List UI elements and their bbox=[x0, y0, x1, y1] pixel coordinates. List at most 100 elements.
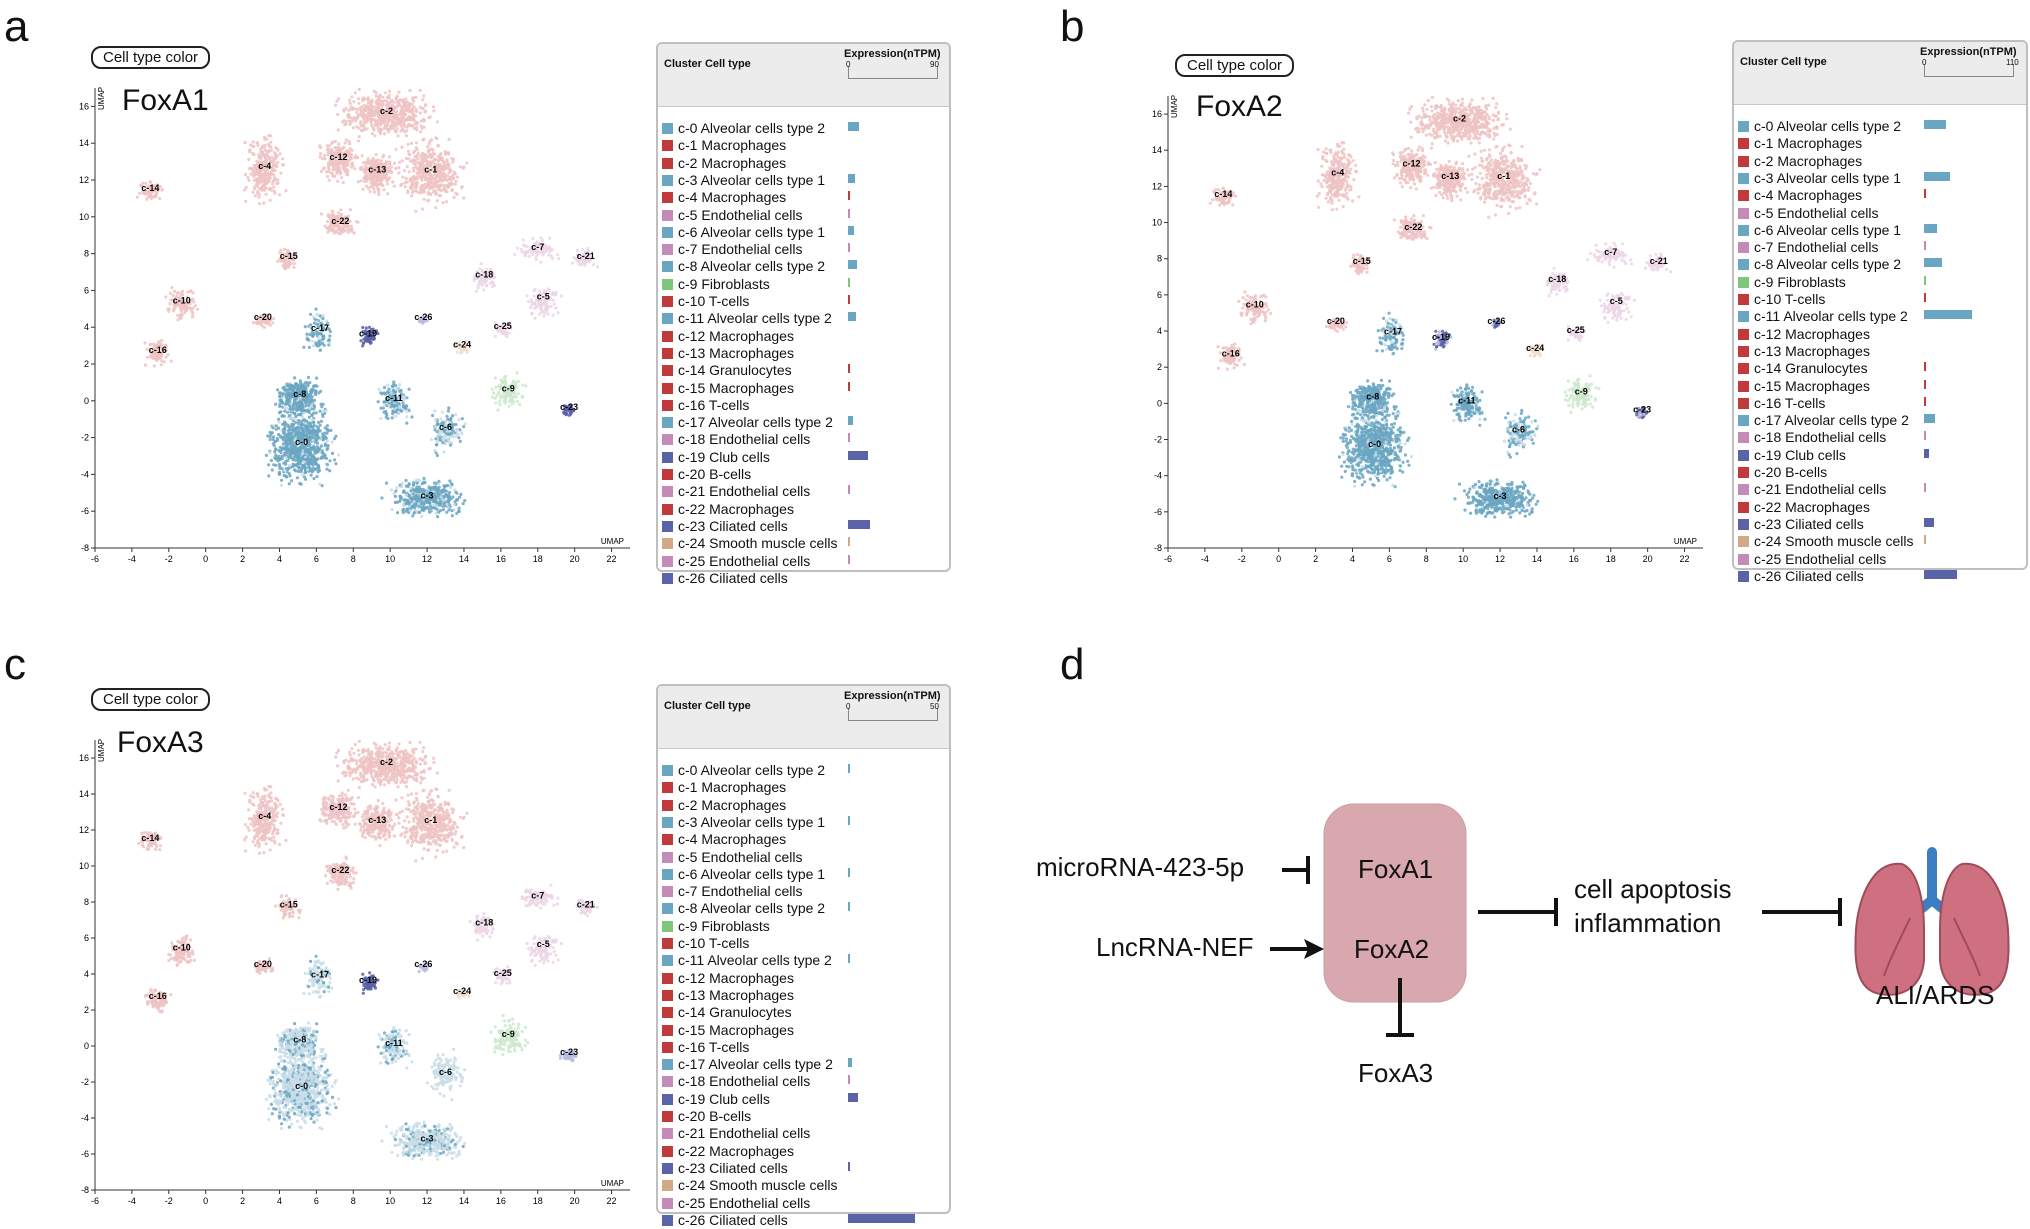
table-row: c-1 Macrophages bbox=[1734, 135, 2026, 152]
cluster-label: c-17 bbox=[311, 323, 329, 333]
x-tick-label: 6 bbox=[1387, 554, 1392, 564]
cell-type-swatch bbox=[1738, 329, 1749, 340]
x-tick-label: -4 bbox=[1201, 554, 1209, 564]
cell-type-swatch bbox=[662, 990, 673, 1001]
cluster-label: c-22 bbox=[331, 216, 349, 226]
y-tick-label: 16 bbox=[1152, 109, 1162, 119]
row-label: c-10 T-cells bbox=[678, 935, 749, 951]
table-row: c-6 Alveolar cells type 1 bbox=[1734, 222, 2026, 239]
expression-bar bbox=[848, 1058, 852, 1067]
x-tick-label: -2 bbox=[1238, 554, 1246, 564]
cell-type-swatch bbox=[662, 452, 673, 463]
cell-type-swatch bbox=[1738, 484, 1749, 495]
cluster-label: c-8 bbox=[293, 389, 306, 399]
expression-bar bbox=[1924, 414, 1935, 423]
row-label: c-11 Alveolar cells type 2 bbox=[678, 310, 832, 326]
cluster-label: c-7 bbox=[1604, 247, 1617, 257]
table-row: c-21 Endothelial cells bbox=[658, 1125, 949, 1142]
cluster-label: c-6 bbox=[439, 1067, 452, 1077]
expression-bar bbox=[1924, 293, 1926, 302]
x-tick-label: 16 bbox=[496, 554, 506, 564]
cluster-label: c-19 bbox=[359, 975, 377, 985]
y-tick-label: 0 bbox=[84, 396, 89, 406]
expression-bar bbox=[1924, 397, 1926, 406]
row-label: c-2 Macrophages bbox=[678, 155, 786, 171]
cell-type-color-label: Cell type color bbox=[1175, 54, 1294, 77]
y-tick-label: 12 bbox=[79, 175, 89, 185]
cluster-label: c-19 bbox=[1432, 332, 1450, 342]
y-tick-label: 4 bbox=[84, 322, 89, 332]
y-tick-label: 6 bbox=[84, 285, 89, 295]
table-row: c-14 Granulocytes bbox=[1734, 360, 2026, 377]
x-tick-label: 12 bbox=[422, 1196, 432, 1206]
table-row: c-25 Endothelial cells bbox=[658, 553, 949, 570]
cluster-label: c-16 bbox=[149, 345, 167, 355]
expression-bar bbox=[848, 555, 850, 564]
row-label: c-11 Alveolar cells type 2 bbox=[1754, 308, 1908, 324]
row-label: c-4 Macrophages bbox=[678, 831, 786, 847]
table-row: c-18 Endothelial cells bbox=[658, 431, 949, 448]
x-tick-label: 20 bbox=[570, 1196, 580, 1206]
row-label: c-13 Macrophages bbox=[1754, 343, 1870, 359]
table-row: c-0 Alveolar cells type 2 bbox=[1734, 118, 2026, 135]
row-label: c-21 Endothelial cells bbox=[678, 1125, 810, 1141]
table-row: c-15 Macrophages bbox=[658, 380, 949, 397]
table-row: c-24 Smooth muscle cells bbox=[1734, 533, 2026, 550]
expression-bar bbox=[1924, 431, 1926, 440]
table-row: c-8 Alveolar cells type 2 bbox=[658, 258, 949, 275]
expression-bar bbox=[848, 243, 850, 252]
y-tick-label: 10 bbox=[79, 861, 89, 871]
table-row: c-12 Macrophages bbox=[1734, 326, 2026, 343]
y-tick-label: 10 bbox=[79, 212, 89, 222]
cell-type-swatch bbox=[662, 1042, 673, 1053]
expression-bar bbox=[848, 226, 854, 235]
row-label: c-2 Macrophages bbox=[678, 797, 786, 813]
table-row: c-26 Ciliated cells bbox=[658, 570, 949, 587]
row-label: c-23 Ciliated cells bbox=[1754, 516, 1864, 532]
table-row: c-18 Endothelial cells bbox=[1734, 429, 2026, 446]
table-row: c-16 T-cells bbox=[658, 1039, 949, 1056]
x-tick-label: 10 bbox=[385, 554, 395, 564]
cell-type-swatch bbox=[1738, 381, 1749, 392]
table-row: c-1 Macrophages bbox=[658, 137, 949, 154]
cell-type-swatch bbox=[1738, 450, 1749, 461]
expression-bar bbox=[1924, 535, 1926, 544]
table-row: c-0 Alveolar cells type 2 bbox=[658, 762, 949, 779]
row-label: c-15 Macrophages bbox=[678, 1022, 794, 1038]
cell-type-swatch bbox=[1738, 467, 1749, 478]
cluster-label: c-9 bbox=[502, 1029, 515, 1039]
table-row: c-0 Alveolar cells type 2 bbox=[658, 120, 949, 137]
table-row: c-16 T-cells bbox=[1734, 395, 2026, 412]
y-tick-label: 0 bbox=[1157, 398, 1162, 408]
row-label: c-19 Club cells bbox=[678, 449, 770, 465]
cell-type-swatch bbox=[1738, 138, 1749, 149]
x-tick-label: 20 bbox=[1643, 554, 1653, 564]
y-tick-label: -2 bbox=[1154, 435, 1162, 445]
cluster-label: c-13 bbox=[368, 165, 386, 175]
y-tick-label: 10 bbox=[1152, 218, 1162, 228]
expression-bar bbox=[848, 485, 850, 494]
row-label: c-17 Alveolar cells type 2 bbox=[678, 414, 833, 430]
cell-type-swatch bbox=[662, 486, 673, 497]
cluster-label: c-12 bbox=[1403, 159, 1421, 169]
cluster-label: c-18 bbox=[475, 270, 493, 280]
cell-type-swatch bbox=[1738, 519, 1749, 530]
cell-type-swatch bbox=[1738, 571, 1749, 582]
expression-bar bbox=[1924, 310, 1972, 319]
expression-bar bbox=[1924, 258, 1942, 267]
cell-type-swatch bbox=[1738, 432, 1749, 443]
cluster-label: c-3 bbox=[421, 1133, 434, 1143]
table-row: c-22 Macrophages bbox=[658, 501, 949, 518]
row-label: c-16 T-cells bbox=[678, 1039, 749, 1055]
expression-bar bbox=[848, 954, 850, 963]
cluster-label: c-10 bbox=[173, 943, 191, 953]
x-tick-label: 20 bbox=[570, 554, 580, 564]
cell-type-swatch bbox=[662, 1076, 673, 1087]
row-label: c-10 T-cells bbox=[1754, 291, 1825, 307]
row-label: c-23 Ciliated cells bbox=[678, 1160, 788, 1176]
y-tick-label: -4 bbox=[81, 469, 89, 479]
expression-bar bbox=[1924, 224, 1937, 233]
x-tick-label: 0 bbox=[203, 554, 208, 564]
cluster-label: c-6 bbox=[1512, 424, 1525, 434]
